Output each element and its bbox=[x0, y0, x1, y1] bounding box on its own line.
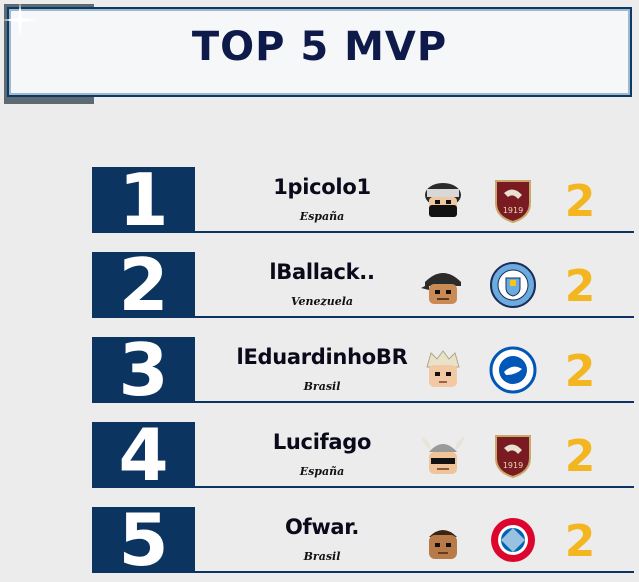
leaderboard-row-2: 2 lBallack.. Venezuela 2 bbox=[92, 249, 634, 321]
mvp-score: 2 bbox=[564, 516, 596, 567]
mvp-score: 2 bbox=[564, 261, 596, 312]
player-country: Brasil bbox=[303, 550, 341, 563]
avatar-viking-icon bbox=[421, 436, 465, 474]
svg-text:1919: 1919 bbox=[503, 461, 523, 470]
rank-number: 2 bbox=[92, 249, 195, 321]
mvp-score: 2 bbox=[564, 176, 596, 227]
svg-text:1919: 1919 bbox=[503, 206, 523, 215]
leaderboard-row-4: 4 Lucifago España 1919 2 bbox=[92, 419, 634, 491]
row-divider bbox=[195, 316, 634, 318]
page-title: TOP 5 MVP bbox=[191, 24, 448, 70]
player-country: Brasil bbox=[303, 380, 341, 393]
row-divider bbox=[195, 401, 634, 403]
rank-number: 3 bbox=[92, 334, 195, 406]
salernitana-crest-icon: 1919 bbox=[495, 435, 531, 479]
avatar-plain-icon bbox=[429, 530, 457, 559]
player-name: Lucifago bbox=[272, 430, 372, 454]
player-country: España bbox=[299, 465, 345, 478]
row-divider bbox=[195, 231, 634, 233]
row-divider bbox=[195, 486, 634, 488]
row-divider bbox=[195, 571, 634, 573]
player-name: lBallack.. bbox=[269, 260, 375, 284]
rank-number: 1 bbox=[92, 164, 195, 236]
manchester-city-crest-icon bbox=[490, 262, 536, 308]
avatar-blond-icon bbox=[426, 350, 460, 387]
rank-number: 5 bbox=[92, 504, 195, 576]
mvp-score: 2 bbox=[564, 431, 596, 482]
sparkle-icon bbox=[2, 2, 38, 38]
mvp-score: 2 bbox=[564, 346, 596, 397]
salernitana-crest-icon: 1919 bbox=[495, 180, 531, 224]
player-country: Venezuela bbox=[290, 295, 354, 308]
title-banner: TOP 5 MVP bbox=[7, 7, 632, 97]
player-name: 1picolo1 bbox=[273, 175, 371, 199]
avatar-masked-icon bbox=[425, 183, 461, 217]
player-country: España bbox=[299, 210, 345, 223]
player-name: Ofwar. bbox=[284, 515, 360, 539]
bayern-munchen-crest-icon bbox=[491, 518, 535, 562]
leaderboard-row-5: 5 Ofwar. Brasil 2 bbox=[92, 504, 634, 576]
brighton-crest-icon bbox=[489, 346, 537, 394]
avatar-bandana-icon bbox=[421, 273, 461, 304]
leaderboard-row-1: 1 1picolo1 España 1919 2 bbox=[92, 164, 634, 236]
leaderboard-row-3: 3 lEduardinhoBR Brasil 2 bbox=[92, 334, 634, 406]
player-name: lEduardinhoBR bbox=[236, 345, 408, 369]
rank-number: 4 bbox=[92, 419, 195, 491]
